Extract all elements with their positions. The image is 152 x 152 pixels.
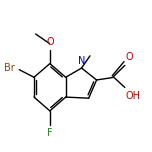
Text: Br: Br xyxy=(4,63,15,73)
Text: F: F xyxy=(47,128,53,138)
Text: O: O xyxy=(125,52,133,62)
Text: N: N xyxy=(78,57,86,66)
Text: O: O xyxy=(46,37,54,47)
Text: OH: OH xyxy=(126,91,141,101)
